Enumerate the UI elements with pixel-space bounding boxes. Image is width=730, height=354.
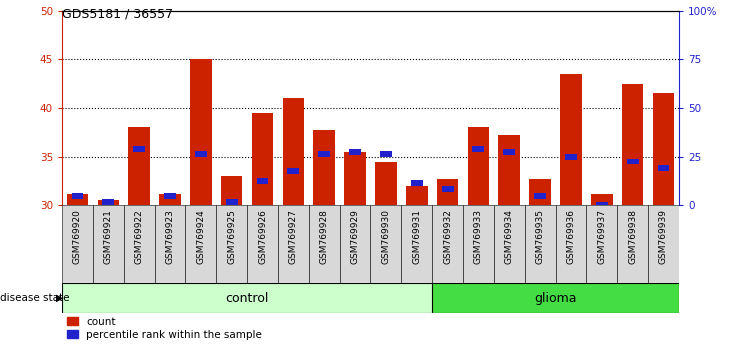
Bar — [468, 127, 489, 205]
Bar — [648, 205, 679, 283]
Bar — [432, 205, 463, 283]
Bar — [72, 193, 83, 199]
Bar — [586, 205, 618, 283]
Bar — [463, 205, 494, 283]
Bar — [565, 154, 577, 160]
Text: GDS5181 / 36557: GDS5181 / 36557 — [62, 7, 173, 20]
Bar — [288, 168, 299, 174]
Bar — [345, 152, 366, 205]
Text: glioma: glioma — [534, 292, 577, 305]
Text: GSM769925: GSM769925 — [227, 209, 237, 264]
Bar — [164, 193, 176, 199]
Bar — [534, 193, 546, 199]
Bar — [525, 205, 556, 283]
Bar — [472, 146, 485, 152]
Bar — [658, 165, 669, 171]
Bar — [591, 194, 612, 205]
Text: control: control — [226, 292, 269, 305]
Text: GSM769937: GSM769937 — [597, 209, 607, 264]
Bar — [62, 283, 432, 313]
Bar — [309, 205, 339, 283]
Bar — [226, 199, 238, 205]
Text: GSM769935: GSM769935 — [536, 209, 545, 264]
Bar — [256, 178, 269, 184]
Bar — [380, 151, 392, 156]
Bar — [318, 151, 330, 156]
Bar — [247, 205, 278, 283]
Bar — [529, 179, 551, 205]
Legend: count, percentile rank within the sample: count, percentile rank within the sample — [67, 317, 262, 340]
Bar — [339, 205, 371, 283]
Text: GSM769934: GSM769934 — [504, 209, 514, 264]
Bar — [93, 205, 124, 283]
Bar — [102, 199, 115, 205]
Bar — [402, 205, 432, 283]
Text: GSM769928: GSM769928 — [320, 209, 328, 264]
Text: GSM769938: GSM769938 — [628, 209, 637, 264]
Text: GSM769933: GSM769933 — [474, 209, 483, 264]
Bar — [437, 179, 458, 205]
Bar — [503, 149, 515, 155]
Bar — [159, 194, 181, 205]
Bar — [283, 98, 304, 205]
Bar — [62, 205, 93, 283]
Bar — [653, 93, 675, 205]
Bar — [98, 200, 119, 205]
Bar — [499, 135, 520, 205]
Bar — [66, 194, 88, 205]
Bar — [432, 283, 679, 313]
Text: GSM769936: GSM769936 — [566, 209, 575, 264]
Bar — [349, 149, 361, 155]
Text: GSM769922: GSM769922 — [134, 209, 144, 264]
Text: GSM769927: GSM769927 — [289, 209, 298, 264]
Bar — [128, 127, 150, 205]
Bar — [221, 176, 242, 205]
Bar — [252, 113, 273, 205]
Text: ▶: ▶ — [55, 293, 63, 303]
Bar — [313, 130, 335, 205]
Bar — [406, 186, 428, 205]
Bar — [133, 146, 145, 152]
Text: GSM769931: GSM769931 — [412, 209, 421, 264]
Bar — [622, 84, 643, 205]
Bar — [190, 59, 212, 205]
Text: GSM769924: GSM769924 — [196, 209, 205, 264]
Bar — [556, 205, 586, 283]
Bar — [618, 205, 648, 283]
Bar — [155, 205, 185, 283]
Text: GSM769929: GSM769929 — [350, 209, 360, 264]
Bar — [596, 202, 608, 208]
Bar — [494, 205, 525, 283]
Bar — [371, 205, 402, 283]
Bar — [124, 205, 155, 283]
Text: GSM769930: GSM769930 — [381, 209, 391, 264]
Bar — [185, 205, 216, 283]
Text: GSM769921: GSM769921 — [104, 209, 113, 264]
Bar — [195, 151, 207, 156]
Bar — [278, 205, 309, 283]
Bar — [411, 180, 423, 186]
Bar — [442, 186, 453, 192]
Text: GSM769939: GSM769939 — [659, 209, 668, 264]
Text: GSM769923: GSM769923 — [166, 209, 174, 264]
Bar — [216, 205, 247, 283]
Text: GSM769920: GSM769920 — [73, 209, 82, 264]
Bar — [375, 161, 396, 205]
Text: GSM769932: GSM769932 — [443, 209, 452, 264]
Text: GSM769926: GSM769926 — [258, 209, 267, 264]
Text: disease state: disease state — [0, 293, 69, 303]
Bar — [560, 74, 582, 205]
Bar — [626, 159, 639, 164]
